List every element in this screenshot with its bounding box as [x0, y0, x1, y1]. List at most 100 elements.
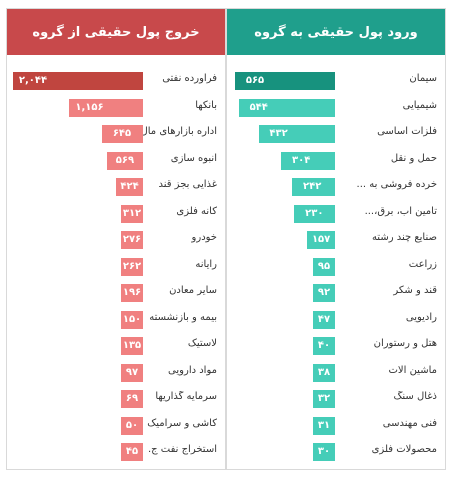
inflow-bar: [313, 337, 335, 355]
outflow-category-label: لاستیک: [187, 338, 217, 349]
inflow-chart-title: ورود پول حقیقی به گروه: [227, 9, 445, 55]
outflow-row: استخراج نفت ج. ۴۵: [7, 442, 225, 462]
outflow-category-label: سایر معادن: [169, 285, 217, 296]
outflow-bar: [121, 390, 143, 408]
outflow-chart-title: خروج پول حقیقی از گروه: [7, 9, 225, 55]
inflow-value-label: ۱۵۷: [311, 234, 331, 245]
outflow-value-label: ۴۵: [125, 446, 139, 457]
inflow-category-label: ذغال سنگ: [393, 391, 437, 402]
outflow-row: بیمه و بازنشسته ۱۵۰: [7, 310, 225, 330]
inflow-bar: [281, 151, 335, 170]
outflow-bar: [69, 98, 143, 117]
outflow-value-label: ۱,۱۵۶: [75, 101, 104, 113]
outflow-bar: [116, 178, 143, 196]
inflow-value-label: ۳۱: [317, 419, 331, 431]
outflow-category-label: اداره بازارهای مال: [140, 126, 217, 137]
inflow-bar: [313, 363, 335, 382]
outflow-row: سایر معادن ۱۹۶: [7, 283, 225, 303]
inflow-value-label: ۴۷: [317, 313, 331, 325]
outflow-value-label: ۱۳۵: [122, 340, 142, 351]
inflow-bar: [313, 284, 335, 302]
outflow-value-label: ۶۹: [125, 393, 139, 404]
outflow-value-label: ۲,۰۴۴: [18, 75, 48, 86]
outflow-row: غذایی بجز قند ۴۲۴: [7, 177, 225, 197]
inflow-category-label: زراعت: [408, 258, 437, 270]
inflow-value-label: ۳۰۴: [292, 154, 311, 166]
inflow-value-label: ۴۳۲: [269, 128, 288, 139]
outflow-category-label: کاشی و سرامیک: [147, 417, 217, 429]
outflow-bar: [121, 204, 143, 223]
inflow-value-label: ۲۳۰: [305, 207, 324, 219]
outflow-row: خودرو ۲۷۶: [7, 230, 225, 250]
inflow-row: شیمیایی ۵۴۴: [227, 98, 445, 118]
outflow-row: مواد دارویی ۹۷: [7, 363, 225, 383]
outflow-value-label: ۱۹۶: [122, 287, 142, 298]
inflow-row: فلزات اساسی ۴۳۲: [227, 124, 445, 144]
inflow-value-label: ۹۵: [317, 260, 331, 272]
inflow-category-label: فلزات اساسی: [377, 126, 437, 137]
outflow-value-label: ۵۰: [125, 419, 139, 431]
inflow-bar: [313, 310, 335, 329]
outflow-value-label: ۵۶۹: [115, 154, 135, 166]
outflow-bar: [106, 151, 143, 170]
outflow-value-label: ۱۵۰: [122, 313, 142, 325]
outflow-value-label: ۲۶۲: [122, 260, 142, 272]
outflow-bar: [121, 231, 143, 249]
inflow-row: زراعت ۹۵: [227, 257, 445, 277]
outflow-bar: [121, 310, 143, 329]
outflow-row: سرمایه گذاریها ۶۹: [7, 389, 225, 409]
inflow-bar: [294, 204, 335, 223]
outflow-value-label: ۹۷: [125, 366, 139, 378]
outflow-value-label: ۲۷۶: [122, 234, 142, 245]
inflow-row: رادیویی ۴۷: [227, 310, 445, 330]
outflow-bar: [121, 443, 143, 461]
inflow-row: ذغال سنگ ۳۲: [227, 389, 445, 409]
inflow-value-label: ۹۲: [317, 287, 331, 298]
outflow-category-label: غذایی بجز قند: [158, 179, 217, 190]
inflow-row: تامین آب، برق،... ۲۳۰: [227, 204, 445, 224]
outflow-bar: [121, 416, 143, 435]
inflow-bar: [238, 98, 335, 117]
inflow-row: قند و شکر ۹۲: [227, 283, 445, 303]
outflow-category-label: کانه فلزی: [176, 205, 217, 217]
outflow-category-label: بانکها: [195, 99, 217, 111]
inflow-bar: [313, 257, 335, 276]
outflow-category-label: سرمایه گذاریها: [155, 391, 217, 402]
inflow-category-label: سیمان: [409, 73, 437, 84]
outflow-category-label: انبوه سازی: [170, 152, 217, 164]
outflow-chart-panel: خروج پول حقیقی از گروه فراورده نفتی ۲,۰۴۴…: [6, 8, 226, 470]
inflow-value-label: ۴۰: [317, 340, 331, 351]
inflow-category-label: حمل و نقل: [390, 152, 437, 164]
inflow-category-label: خرده فروشی به ...: [356, 179, 437, 190]
outflow-bar: [121, 257, 143, 276]
outflow-row: لاستیک ۱۳۵: [7, 336, 225, 356]
inflow-bar: [307, 231, 335, 249]
outflow-bar: [101, 125, 143, 143]
inflow-row: سیمان ۵۶۵: [227, 71, 445, 91]
inflow-bar: [313, 390, 335, 408]
inflow-row: محصولات فلزی ۳۰: [227, 442, 445, 462]
inflow-bar: [235, 72, 335, 90]
inflow-value-label: ۳۸: [317, 366, 331, 378]
inflow-value-label: ۳۲: [317, 393, 331, 404]
outflow-bar: [121, 284, 143, 302]
inflow-category-label: ماشین آلات: [388, 364, 438, 376]
outflow-value-label: ۶۴۵: [112, 128, 132, 139]
inflow-category-label: تامین آب، برق،...: [364, 205, 437, 217]
inflow-row: صنایع چند رشته ۱۵۷: [227, 230, 445, 250]
inflow-category-label: شیمیایی: [402, 99, 437, 111]
inflow-bar: [313, 443, 335, 461]
outflow-category-label: خودرو: [191, 232, 217, 243]
outflow-row: فراورده نفتی ۲,۰۴۴: [7, 71, 225, 91]
inflow-value-label: ۳۰: [317, 446, 331, 457]
inflow-bar: [292, 178, 335, 196]
outflow-category-label: بیمه و بازنشسته: [149, 311, 217, 323]
outflow-row: کاشی و سرامیک ۵۰: [7, 416, 225, 436]
inflow-bar: [313, 416, 335, 435]
outflow-category-label: مواد دارویی: [168, 364, 217, 376]
inflow-row: خرده فروشی به ... ۲۴۲: [227, 177, 445, 197]
outflow-row: بانکها ۱,۱۵۶: [7, 98, 225, 118]
inflow-category-label: قند و شکر: [393, 285, 437, 296]
inflow-value-label: ۵۶۵: [245, 75, 265, 86]
outflow-row: رایانه ۲۶۲: [7, 257, 225, 277]
